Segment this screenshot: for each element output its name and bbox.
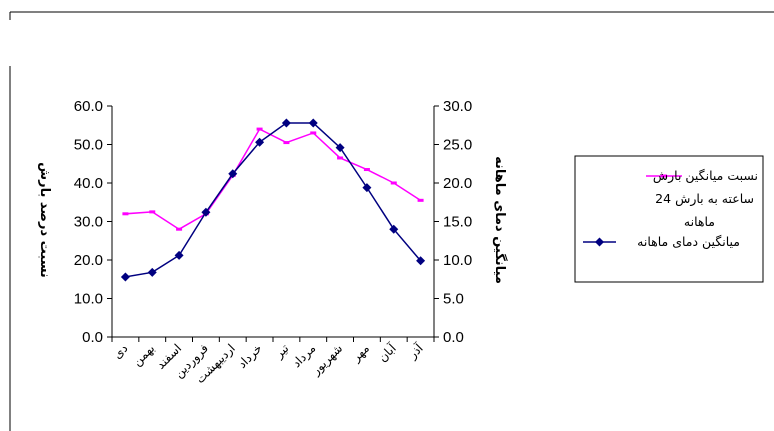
y-right-tick-label: 30.0 <box>443 98 472 115</box>
legend: نسبت میانگین بارش 24 ساعته به بارش ماهان… <box>574 155 764 283</box>
series-0-point <box>390 181 397 185</box>
legend-marker-temperature <box>595 237 604 247</box>
series-1-point <box>281 118 291 128</box>
x-category-label: خرداد <box>235 341 265 371</box>
series-0-point <box>283 141 290 145</box>
series-0-point <box>149 210 156 214</box>
y-left-tick-label: 10.0 <box>74 291 103 308</box>
y-left-tick-label: 0.0 <box>82 329 103 346</box>
legend-box <box>574 155 764 283</box>
y-right-tick-label: 20.0 <box>443 175 472 192</box>
series-1-point <box>335 143 345 153</box>
legend-label-temperature: میانگین دمای ماهانه <box>637 234 740 250</box>
x-category-label: تیر <box>271 341 292 362</box>
series-0-point <box>363 168 370 172</box>
y-left-tick-label: 40.0 <box>74 175 103 192</box>
series-1-point <box>308 118 318 128</box>
x-category-label: دی <box>110 341 130 361</box>
series-1-point <box>147 267 157 277</box>
legend-label-rain-ratio-1: نسبت میانگین بارش <box>653 168 758 184</box>
x-category-label: آذر <box>404 340 427 363</box>
series-1-point <box>174 250 184 260</box>
series-0-point <box>256 127 263 131</box>
y-right-tick-label: 10.0 <box>443 252 472 269</box>
series-1-point <box>362 183 372 193</box>
series-1-point <box>228 169 238 179</box>
legend-label-rain-ratio-2: 24 ساعته به بارش <box>655 191 754 207</box>
y-left-tick-label: 20.0 <box>74 252 103 269</box>
legend-label-rain-ratio-3: ماهانه <box>684 214 715 229</box>
y-right-tick-label: 5.0 <box>443 291 464 308</box>
series-1-point <box>201 207 211 217</box>
series-0-point <box>310 131 317 135</box>
x-category-label: مهر <box>348 341 372 365</box>
series-1-point <box>120 272 130 282</box>
series-line-0 <box>125 128 421 231</box>
series-0-point <box>337 156 344 160</box>
x-category-label: بهمن <box>130 341 158 369</box>
legend-marker-rain-ratio <box>661 174 667 178</box>
plot-area: 0.0 10.0 20.0 30.0 40.0 50.0 60.0 0.0 5.0 10.0 15.… <box>74 98 472 387</box>
x-category-label: آبان <box>375 340 400 365</box>
y-left-tick-label: 50.0 <box>74 137 103 154</box>
y-left-tick-label: 60.0 <box>74 98 103 115</box>
y-axis-right-title: میانگین دمای ماهانه <box>492 156 508 284</box>
y-left-tick-label: 30.0 <box>74 214 103 231</box>
series-1-point <box>416 256 426 266</box>
y-right-tick-label: 25.0 <box>443 137 472 154</box>
series-0-point <box>122 212 129 216</box>
y-right-tick-label: 0.0 <box>443 329 464 346</box>
series-0-point <box>176 227 183 231</box>
series-1-point <box>255 137 265 147</box>
y-right-tick-label: 15.0 <box>443 214 472 231</box>
series-line-1 <box>125 122 422 278</box>
series-0-point <box>417 198 424 202</box>
series-1-point <box>389 224 399 234</box>
y-axis-left-title: نسبت درصد بارش <box>37 162 52 278</box>
